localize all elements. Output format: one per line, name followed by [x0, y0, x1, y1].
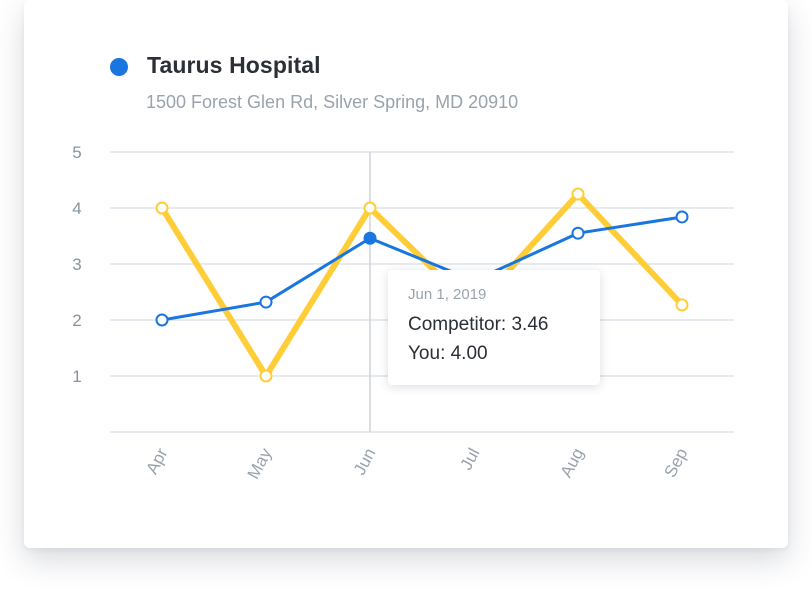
x-tick-label: Apr — [142, 445, 171, 478]
you-point[interactable] — [259, 369, 273, 383]
competitor-point[interactable] — [259, 295, 273, 309]
grid — [110, 151, 734, 433]
competitor-point[interactable] — [155, 313, 169, 327]
you-point[interactable] — [675, 298, 689, 312]
hospital-address: 1500 Forest Glen Rd, Silver Spring, MD 2… — [146, 92, 519, 112]
y-tick-label: 3 — [72, 255, 81, 274]
you-point[interactable] — [155, 201, 169, 215]
x-tick-label: Sep — [661, 445, 692, 481]
tooltip-you-value: You: 4.00 — [408, 343, 488, 364]
y-tick-label: 1 — [72, 367, 81, 386]
you-point[interactable] — [571, 187, 585, 201]
tooltip-competitor-value: Competitor: 3.46 — [408, 314, 549, 335]
you-point[interactable] — [363, 201, 377, 215]
competitor-series-line — [160, 215, 684, 322]
x-tick-label: Aug — [557, 445, 588, 481]
x-tick-label: Jul — [457, 445, 484, 473]
x-tick-label: Jun — [350, 445, 380, 478]
hospital-name: Taurus Hospital — [147, 52, 321, 78]
y-tick-label: 2 — [72, 311, 81, 330]
x-tick-label: May — [244, 445, 276, 483]
competitor-legend-dot — [110, 58, 128, 76]
tooltip: Jun 1, 2019 Competitor: 3.46 You: 4.00 — [388, 270, 600, 385]
competitor-point[interactable] — [571, 226, 585, 240]
y-tick-label: 4 — [72, 199, 81, 218]
x-axis-ticks: Apr May Jun Jul Aug Sep — [142, 445, 691, 483]
y-tick-label: 5 — [72, 143, 81, 162]
tooltip-date: Jun 1, 2019 — [408, 286, 487, 303]
y-axis-ticks: 1 2 3 4 5 — [72, 143, 81, 386]
competitor-point[interactable] — [675, 210, 689, 224]
competitor-point[interactable] — [363, 231, 377, 245]
